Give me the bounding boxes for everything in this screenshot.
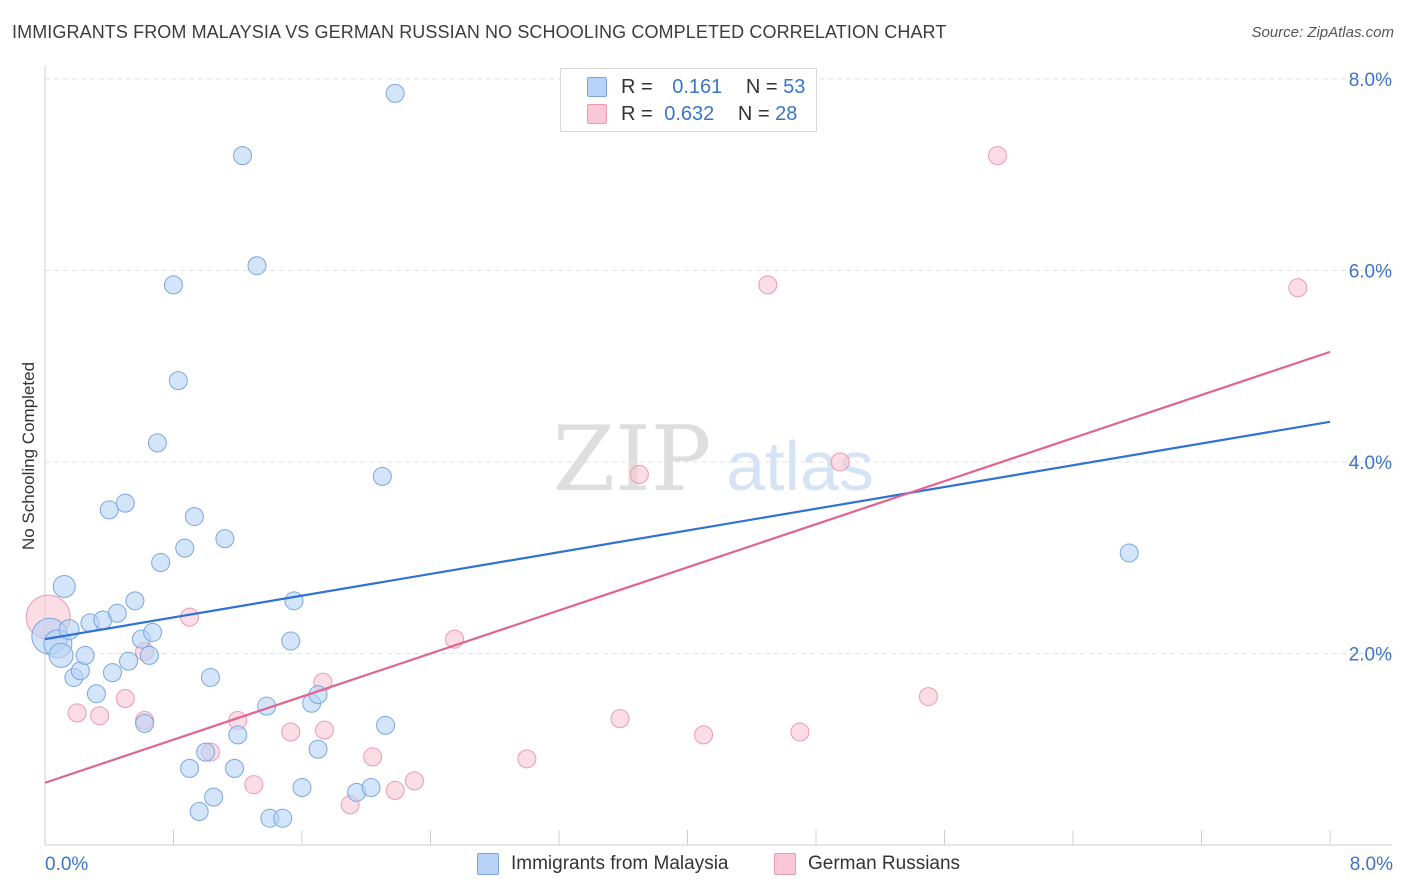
point-german-russians (517, 749, 537, 769)
point-immigrants-from-malaysia (86, 684, 106, 704)
point-immigrants-from-malaysia (135, 713, 155, 733)
bottom-legend-malaysia: Immigrants from Malaysia (477, 852, 729, 876)
watermark-zip: ZIP (553, 407, 712, 512)
point-immigrants-from-malaysia (139, 645, 159, 665)
legend-n-label: N = (737, 102, 770, 125)
legend-r-label: R = (621, 102, 653, 125)
point-immigrants-from-malaysia (125, 591, 145, 611)
point-immigrants-from-malaysia (147, 433, 167, 453)
axes-layer (44, 66, 1392, 846)
source-credit: Source: ZipAtlas.com (1251, 24, 1394, 41)
point-immigrants-from-malaysia (376, 715, 396, 735)
point-immigrants-from-malaysia (228, 725, 248, 745)
point-german-russians (404, 771, 424, 791)
point-german-russians (244, 775, 264, 795)
point-immigrants-from-malaysia (48, 642, 74, 668)
point-german-russians (830, 452, 850, 472)
point-immigrants-from-malaysia (102, 663, 122, 683)
point-immigrants-from-malaysia (308, 739, 328, 759)
point-immigrants-from-malaysia (99, 500, 119, 520)
axis-labels: 2.0% 4.0% 6.0% 8.0% 0.0% 8.0% No Schooling Com… (19, 70, 1393, 875)
point-german-russians (694, 725, 714, 745)
point-german-russians (90, 706, 110, 726)
point-german-russians (758, 275, 778, 295)
point-german-russians (67, 703, 87, 723)
trendline-immigrants-from-malaysia (44, 420, 1331, 641)
point-immigrants-from-malaysia (184, 507, 204, 527)
point-immigrants-from-malaysia (200, 667, 220, 687)
y-tick-label: 6.0% (1349, 262, 1392, 283)
watermark-atlas: atlas (726, 427, 874, 505)
x-tick-label-max: 8.0% (1350, 854, 1393, 875)
point-german-russians (281, 722, 301, 742)
point-immigrants-from-malaysia (215, 529, 235, 549)
point-german-russians (314, 720, 334, 740)
point-immigrants-from-malaysia (189, 801, 209, 821)
legend-n-value: 28 (775, 102, 798, 125)
x-tick-label-min: 0.0% (45, 854, 88, 875)
point-immigrants-from-malaysia (151, 553, 171, 573)
legend-r-value: 0.632 (664, 102, 715, 125)
point-immigrants-from-malaysia (52, 574, 76, 598)
legend-r-value: 0.161 (672, 75, 723, 98)
point-german-russians (385, 780, 405, 800)
point-immigrants-from-malaysia (168, 371, 188, 391)
point-german-russians (918, 687, 938, 707)
legend-swatch-pink (587, 104, 607, 124)
point-immigrants-from-malaysia (115, 493, 135, 513)
point-german-russians (180, 607, 200, 627)
point-immigrants-from-malaysia (292, 778, 312, 798)
point-german-russians (790, 722, 810, 742)
point-immigrants-from-malaysia (284, 591, 304, 611)
point-german-russians (629, 464, 649, 484)
watermark: ZIP atlas (553, 407, 874, 512)
series-immigrants-from-malaysia (31, 69, 1139, 828)
point-german-russians (988, 146, 1008, 166)
point-immigrants-from-malaysia (372, 466, 392, 486)
legend-label-german-russians: German Russians (808, 853, 961, 874)
point-immigrants-from-malaysia (273, 808, 293, 828)
point-immigrants-from-malaysia (281, 631, 301, 651)
trendline-german-russians (44, 350, 1331, 784)
point-immigrants-from-malaysia (75, 645, 95, 665)
trend-lines (44, 350, 1331, 784)
point-immigrants-from-malaysia (204, 787, 224, 807)
correlation-legend: R = 0.161 N = 53 R = 0.632 N = 28 (560, 68, 817, 132)
point-german-russians (1288, 278, 1308, 298)
point-german-russians (363, 747, 383, 767)
grid-layer (45, 78, 1392, 654)
point-immigrants-from-malaysia (196, 742, 216, 762)
y-axis-title: No Schooling Completed (19, 362, 38, 550)
chart-title: IMMIGRANTS FROM MALAYSIA VS GERMAN RUSSI… (12, 22, 947, 42)
point-immigrants-from-malaysia (180, 758, 200, 778)
point-immigrants-from-malaysia (385, 83, 405, 103)
point-immigrants-from-malaysia (225, 758, 245, 778)
legend-n-label: N = (745, 75, 778, 98)
legend-swatch-pink (774, 853, 796, 875)
legend-swatch-blue (477, 853, 499, 875)
legend-swatch-blue (587, 77, 607, 97)
point-immigrants-from-malaysia (175, 538, 195, 558)
point-immigrants-from-malaysia (119, 651, 139, 671)
point-immigrants-from-malaysia (143, 622, 163, 642)
bottom-legend-german-russians: German Russians (774, 852, 960, 876)
point-immigrants-from-malaysia (164, 275, 183, 295)
point-immigrants-from-malaysia (233, 146, 253, 166)
point-immigrants-from-malaysia (361, 778, 381, 798)
point-german-russians (610, 709, 630, 729)
y-tick-label: 2.0% (1349, 645, 1392, 666)
y-tick-label: 4.0% (1349, 453, 1392, 474)
point-immigrants-from-malaysia (107, 603, 127, 623)
legend-r-label: R = (621, 75, 653, 98)
y-tick-label: 8.0% (1349, 70, 1392, 91)
point-immigrants-from-malaysia (247, 256, 267, 276)
point-immigrants-from-malaysia (1119, 543, 1139, 563)
legend-n-value: 53 (783, 75, 806, 98)
legend-label-malaysia: Immigrants from Malaysia (511, 853, 729, 874)
point-german-russians (115, 689, 135, 709)
